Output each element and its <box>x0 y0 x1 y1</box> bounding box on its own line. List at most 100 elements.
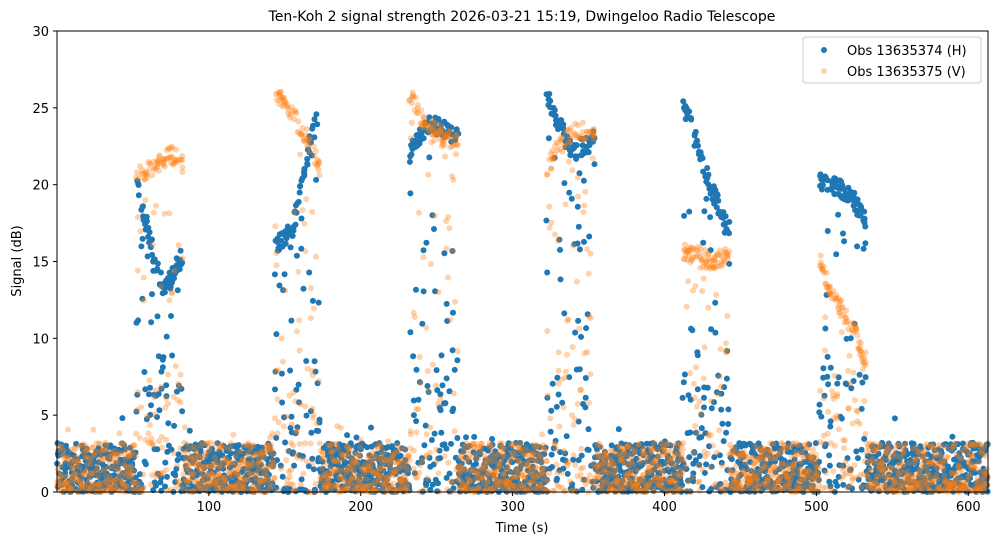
data-point <box>311 358 318 365</box>
data-point <box>219 452 226 459</box>
data-point <box>201 442 208 449</box>
data-point <box>862 223 869 230</box>
data-point <box>544 328 551 334</box>
data-point <box>132 486 138 493</box>
data-point <box>435 470 442 477</box>
data-point <box>165 420 172 427</box>
data-point <box>282 287 289 294</box>
data-point <box>299 453 306 460</box>
data-point <box>547 428 554 435</box>
data-point <box>555 367 562 374</box>
data-point <box>699 288 706 295</box>
data-point <box>671 463 678 470</box>
data-point <box>148 402 154 409</box>
data-point <box>429 212 436 219</box>
data-point <box>179 153 186 160</box>
data-point <box>410 412 417 419</box>
data-point <box>705 304 712 311</box>
data-point <box>559 148 566 155</box>
data-point <box>841 238 848 245</box>
data-point <box>615 426 622 433</box>
data-point <box>138 485 145 491</box>
data-point <box>448 124 455 131</box>
data-point <box>162 459 169 466</box>
data-point <box>289 232 296 239</box>
data-point <box>546 203 553 210</box>
data-point <box>307 315 314 322</box>
data-point <box>557 246 563 253</box>
data-point <box>623 451 630 458</box>
data-point <box>271 271 278 278</box>
data-point <box>425 477 432 484</box>
data-point <box>290 449 297 456</box>
data-point <box>230 431 237 438</box>
data-point <box>420 254 427 261</box>
data-point <box>129 461 136 468</box>
data-point <box>574 203 581 210</box>
data-point <box>558 469 565 476</box>
data-point <box>834 482 841 489</box>
data-point <box>569 167 576 174</box>
data-point <box>442 133 449 140</box>
data-point <box>209 445 215 452</box>
data-point <box>434 387 441 394</box>
data-point <box>732 445 739 452</box>
data-point <box>292 221 299 228</box>
data-point <box>561 448 567 455</box>
data-point <box>310 305 317 312</box>
data-point <box>72 446 79 453</box>
data-point <box>298 245 305 252</box>
data-point <box>237 464 244 471</box>
data-point <box>143 213 150 220</box>
data-point <box>237 448 244 455</box>
data-point <box>435 401 442 407</box>
data-point <box>726 218 733 225</box>
data-point <box>573 487 580 494</box>
data-point <box>444 318 451 324</box>
data-point <box>421 486 428 493</box>
data-point <box>450 485 457 492</box>
data-point <box>474 455 481 462</box>
data-point <box>179 408 186 415</box>
data-point <box>362 485 369 492</box>
data-point <box>431 430 438 437</box>
data-point <box>678 485 685 492</box>
data-point <box>545 135 552 142</box>
data-point <box>306 135 313 142</box>
data-point <box>429 481 436 488</box>
data-point <box>354 480 361 487</box>
data-point <box>694 386 701 393</box>
data-point <box>155 353 162 360</box>
data-point <box>311 134 318 141</box>
data-point <box>641 444 647 451</box>
data-point <box>288 317 295 324</box>
data-point <box>428 437 435 443</box>
data-point <box>440 128 446 134</box>
data-point <box>566 158 572 165</box>
data-point <box>949 433 956 440</box>
data-point <box>171 267 178 274</box>
data-point <box>572 462 579 468</box>
data-point <box>546 224 553 231</box>
data-point <box>228 440 234 447</box>
data-point <box>552 440 559 447</box>
data-point <box>275 419 282 426</box>
data-point <box>143 416 150 423</box>
data-point <box>357 436 364 443</box>
data-point <box>463 468 469 475</box>
data-point <box>93 465 100 472</box>
data-point <box>581 202 588 209</box>
data-point <box>315 160 322 167</box>
data-point <box>321 455 328 462</box>
data-point <box>309 372 316 379</box>
data-point <box>835 211 842 218</box>
data-point <box>283 413 290 420</box>
data-point <box>553 446 560 453</box>
data-point <box>302 403 309 410</box>
data-point <box>501 453 508 460</box>
data-point <box>309 405 316 412</box>
data-point <box>445 214 452 220</box>
data-point <box>716 373 723 380</box>
data-point <box>302 440 309 447</box>
data-point <box>725 406 732 413</box>
